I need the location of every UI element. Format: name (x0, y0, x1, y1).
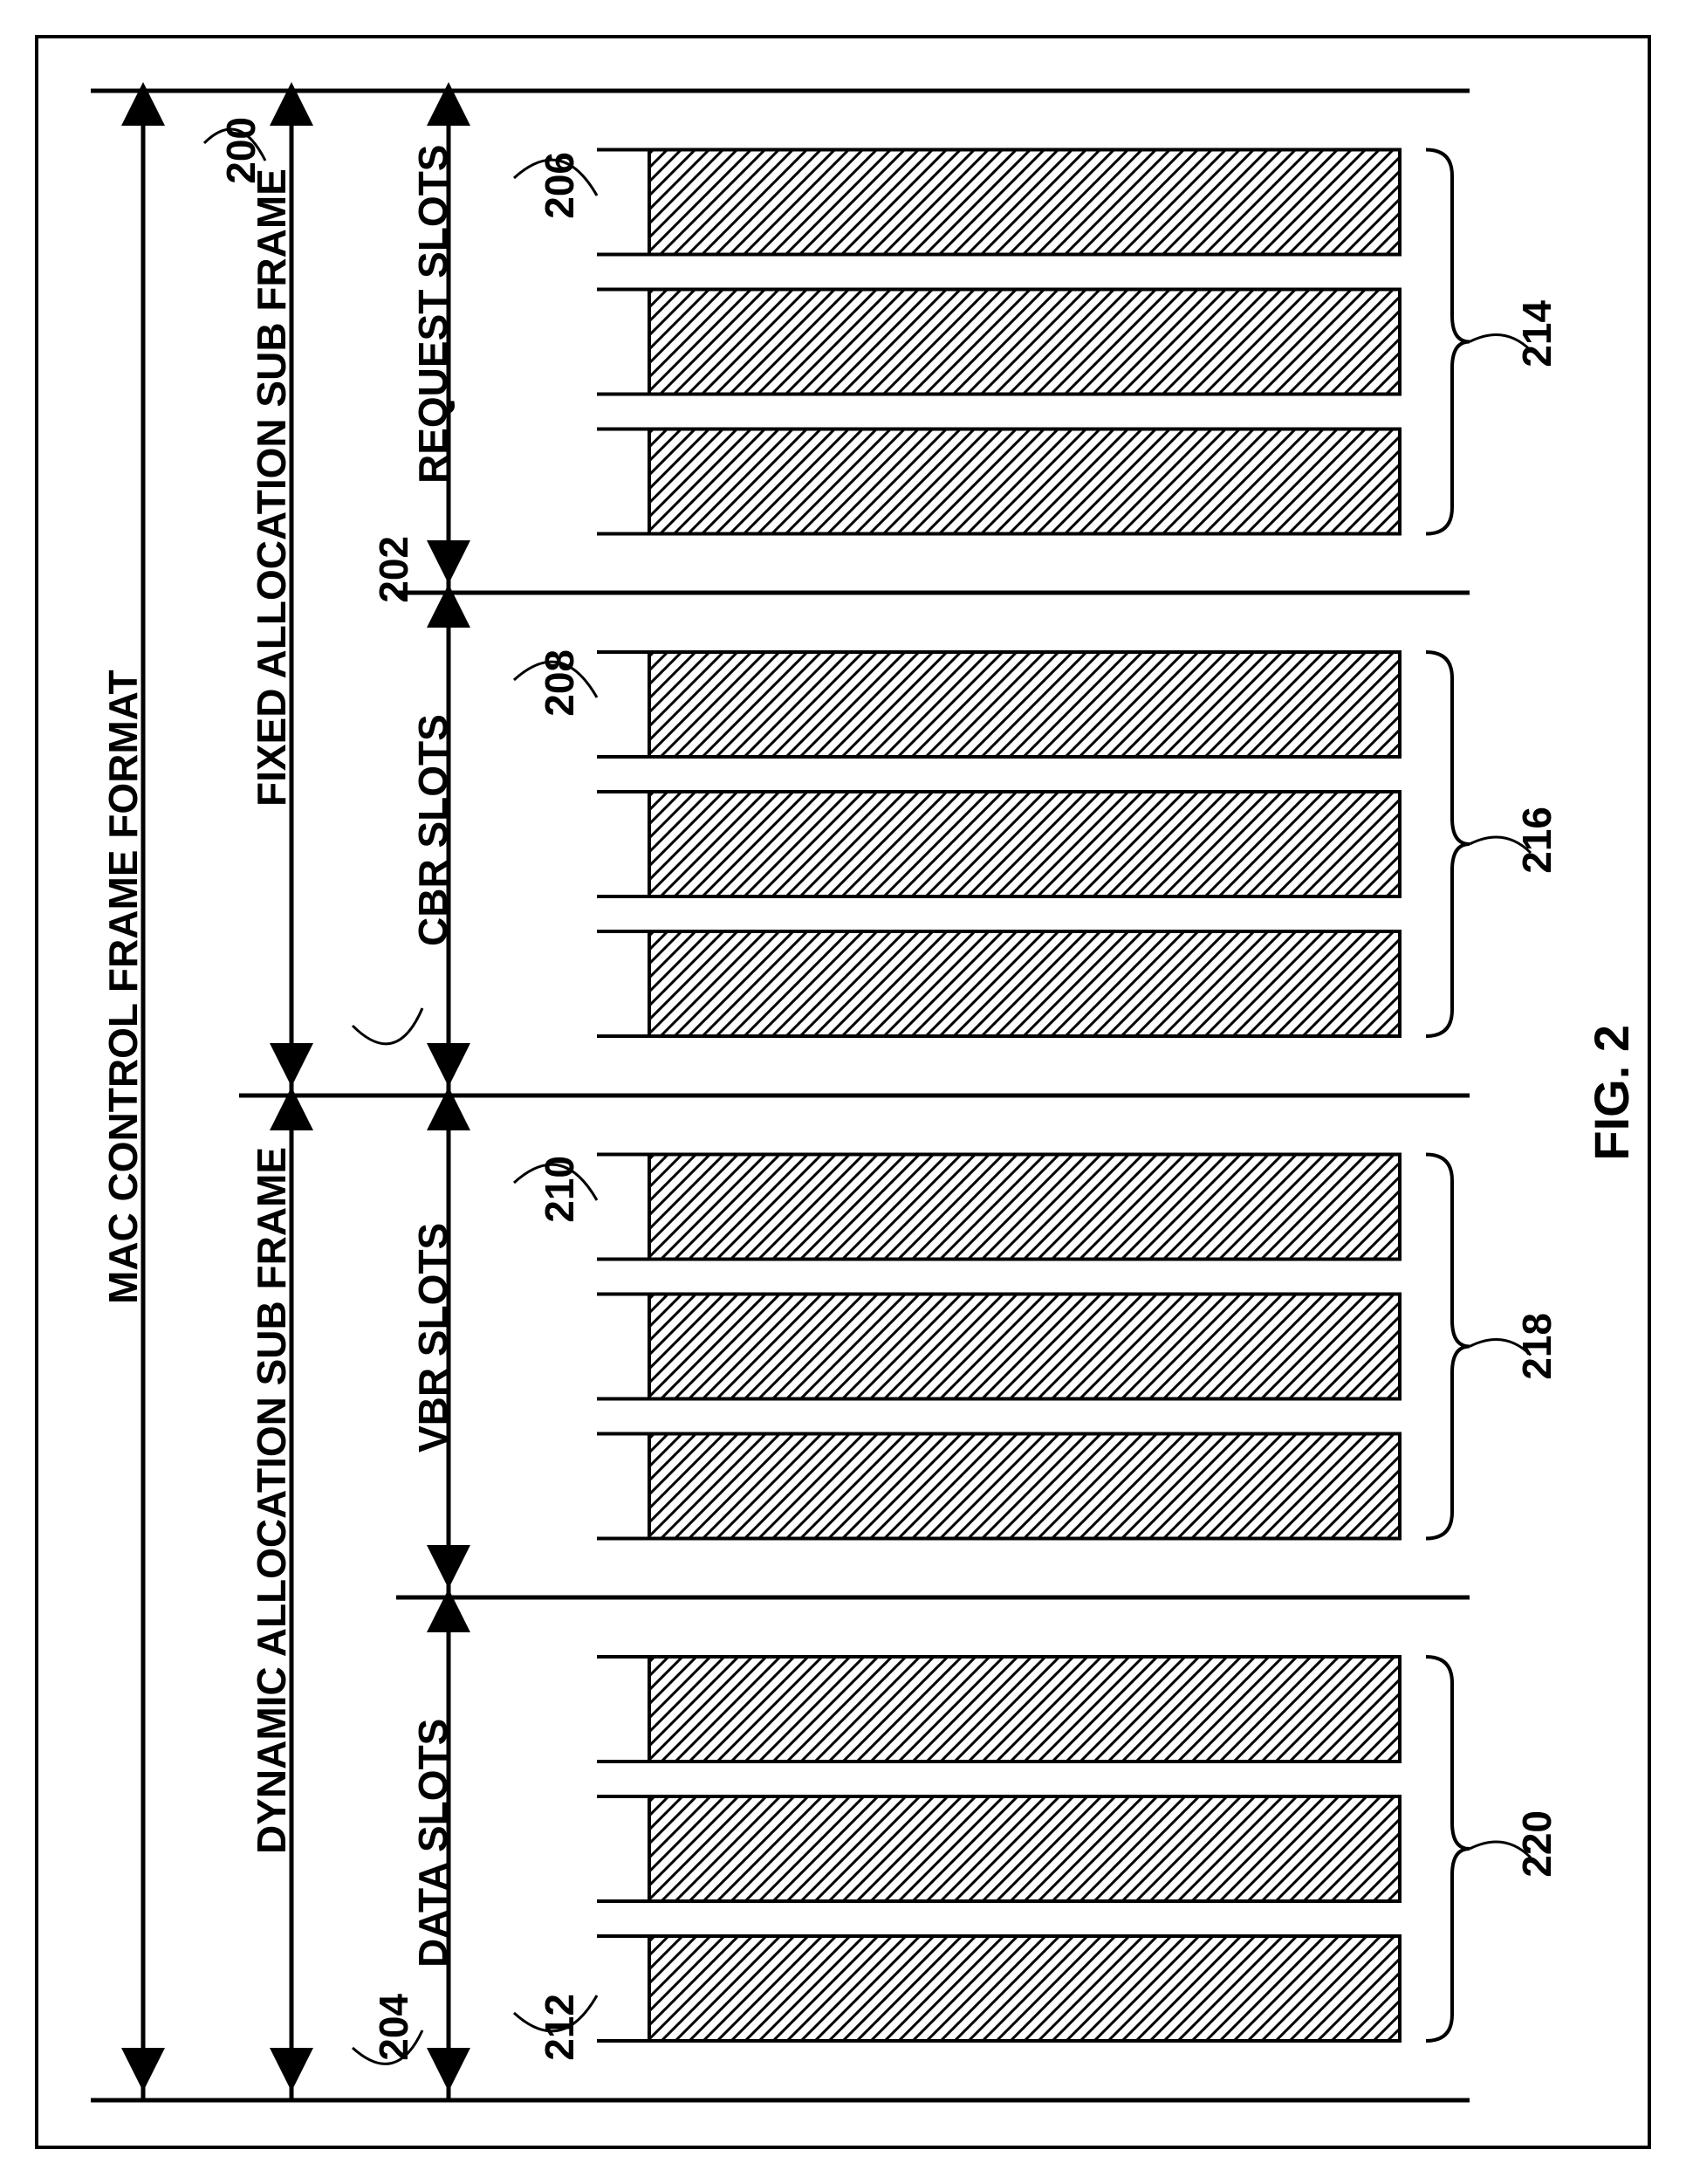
row1-label: MAC CONTROL FRAME FORMAT (99, 911, 147, 1304)
group3-label: DATA SLOTS (409, 1749, 456, 1968)
row2-right-label: DYNAMIC ALLOCATION SUB FRAME (248, 1330, 295, 1854)
row2-left-label: FIXED ALLOCATION SUB FRAME (248, 370, 295, 807)
row2-right-ref: 204 (370, 1994, 417, 2061)
group0-label: REQUEST SLOTS (409, 222, 456, 484)
group1-label: CBR SLOTS (409, 754, 456, 946)
group1-bottom-ref: 216 (1513, 807, 1560, 874)
figure-caption: FIG. 2 (1583, 1025, 1640, 1161)
group2-bottom-ref: 218 (1513, 1313, 1560, 1380)
group2-label: VBR SLOTS (409, 1260, 456, 1453)
mac-frame-diagram: MAC CONTROL FRAME FORMAT 200 FIXED ALLOC… (35, 35, 1651, 2149)
group0-bottom-ref: 214 (1513, 300, 1560, 367)
group2-ref: 210 (536, 1156, 583, 1223)
group3-ref: 212 (536, 1994, 583, 2061)
group1-ref: 208 (536, 649, 583, 717)
group3-bottom-ref: 220 (1513, 1810, 1560, 1878)
group0-ref: 206 (536, 152, 583, 219)
row2-left-ref: 202 (370, 536, 417, 603)
